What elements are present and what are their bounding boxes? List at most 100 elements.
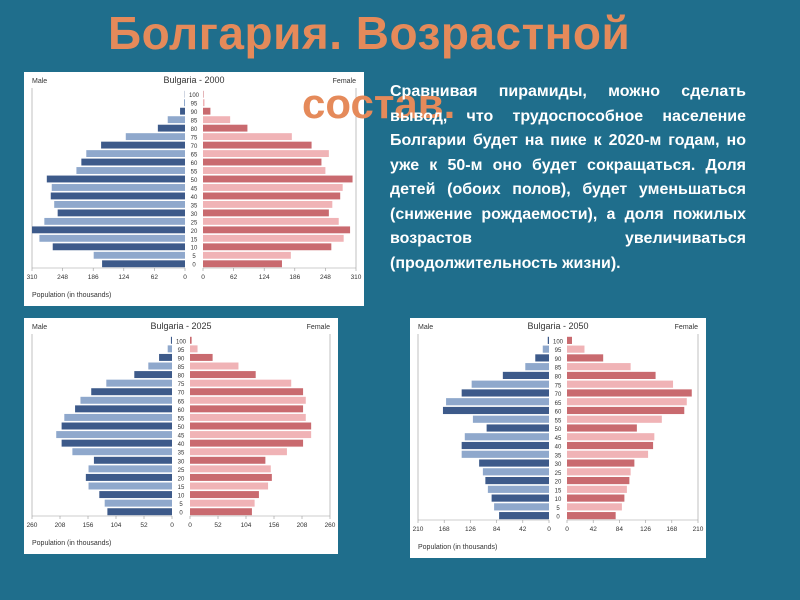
female-bar [190, 362, 239, 370]
x-tick-label: 62 [151, 274, 159, 281]
female-bar [203, 158, 322, 166]
chart-title: Bulgaria - 2025 [150, 321, 211, 331]
female-bar [567, 415, 662, 423]
age-tick-label: 40 [555, 445, 562, 451]
female-bar [203, 234, 344, 242]
age-tick-label: 25 [555, 471, 562, 477]
male-bar [159, 353, 172, 361]
age-tick-label: 15 [555, 488, 562, 494]
male-bar [106, 379, 172, 387]
female-bar [567, 345, 585, 353]
x-axis-label: Population (in thousands) [32, 540, 111, 547]
age-tick-label: 75 [191, 136, 198, 142]
female-bar [567, 459, 635, 467]
chart-title: Bulgaria - 2000 [163, 75, 224, 85]
female-bar [190, 371, 256, 379]
male-bar [148, 362, 172, 370]
female-bar [567, 336, 572, 344]
female-bar [203, 217, 339, 225]
male-bar [86, 150, 185, 158]
age-tick-label: 40 [178, 442, 185, 448]
age-tick-label: 65 [191, 153, 198, 159]
male-bar [80, 396, 172, 404]
female-bar [190, 345, 198, 353]
x-tick-label: 42 [590, 526, 598, 533]
age-tick-label: 0 [192, 263, 196, 269]
pyramid-svg-2000: Male Female Bulgaria - 2000 0 5 10 15 20 25 30 35 4… [27, 75, 362, 299]
age-tick-label: 85 [178, 365, 185, 371]
age-tick-label: 95 [191, 102, 198, 108]
x-tick-label: 124 [259, 274, 270, 281]
age-tick-label: 5 [556, 506, 560, 512]
male-bar [134, 371, 172, 379]
age-tick-label: 20 [555, 480, 562, 486]
age-tick-label: 90 [178, 356, 185, 362]
male-bar [56, 431, 172, 439]
female-bar [190, 491, 259, 499]
pyramid-chart-2000: Male Female Bulgaria - 2000 0 5 10 15 20 25 30 35 4… [24, 72, 364, 306]
age-tick-label: 100 [189, 93, 200, 99]
female-bar [567, 468, 631, 476]
male-bar [57, 209, 185, 217]
male-bar [32, 226, 185, 234]
age-tick-label: 20 [178, 476, 185, 482]
x-tick-label: 84 [493, 526, 501, 533]
male-bar [39, 234, 185, 242]
age-tick-label: 70 [555, 392, 562, 398]
female-bar [190, 439, 304, 447]
female-bar [567, 512, 616, 520]
age-tick-label: 30 [555, 462, 562, 468]
female-bar [567, 354, 604, 362]
male-bar [486, 424, 549, 432]
male-bar [487, 485, 549, 493]
age-tick-label: 90 [555, 357, 562, 363]
male-bar [72, 448, 172, 456]
age-tick-label: 50 [555, 427, 562, 433]
age-tick-label: 45 [555, 436, 562, 442]
female-bar [190, 336, 192, 344]
female-bar [567, 494, 625, 502]
male-bar [54, 200, 185, 208]
x-tick-label: 104 [111, 522, 122, 529]
male-bar [167, 116, 185, 124]
age-tick-label: 60 [555, 410, 562, 416]
x-tick-label: 156 [269, 522, 280, 529]
female-bar [190, 448, 287, 456]
x-tick-label: 84 [616, 526, 624, 533]
male-bar [464, 433, 549, 441]
female-bar [203, 107, 211, 115]
male-bar [125, 133, 185, 141]
age-tick-label: 10 [555, 497, 562, 503]
age-tick-label: 5 [192, 254, 196, 260]
female-bar [567, 450, 649, 458]
male-bar [85, 473, 172, 481]
x-tick-label: 260 [325, 522, 336, 529]
age-tick-label: 80 [178, 374, 185, 380]
male-label: Male [418, 324, 433, 331]
x-tick-label: 124 [118, 274, 129, 281]
male-bar [180, 107, 185, 115]
male-bar [107, 508, 172, 516]
age-tick-label: 70 [191, 144, 198, 150]
age-tick-label: 30 [178, 459, 185, 465]
x-tick-label: 168 [439, 526, 450, 533]
age-tick-label: 95 [555, 348, 562, 354]
male-bar [91, 388, 172, 396]
x-tick-label: 156 [83, 522, 94, 529]
male-bar [482, 468, 549, 476]
male-bar [61, 439, 172, 447]
age-tick-label: 45 [178, 434, 185, 440]
male-bar [88, 465, 172, 473]
female-bar [190, 388, 304, 396]
female-bar [190, 405, 304, 413]
x-tick-label: 62 [230, 274, 238, 281]
age-tick-label: 10 [191, 246, 198, 252]
slide-title-line2: состав. [302, 80, 456, 127]
male-bar [461, 441, 549, 450]
female-bar [567, 424, 637, 432]
male-bar [547, 336, 549, 344]
female-bar [203, 124, 248, 132]
x-tick-label: 208 [297, 522, 308, 529]
pyramid-chart-2025: Male Female Bulgaria - 2025 0 5 10 15 20 25 30 35 4… [24, 318, 338, 554]
female-bar [203, 99, 205, 107]
